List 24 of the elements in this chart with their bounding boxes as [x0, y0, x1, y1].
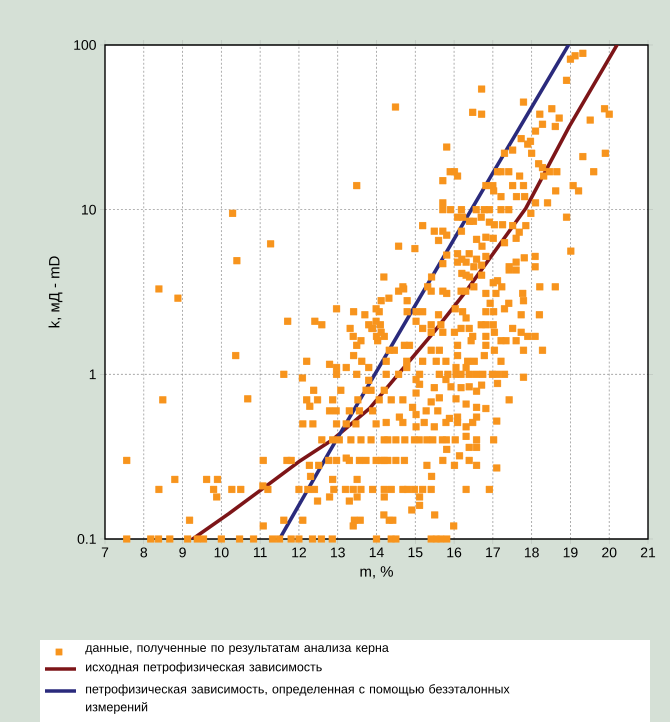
legend-label: исходная петрофизическая зависимость	[86, 662, 322, 674]
x-axis-title: m, %	[360, 566, 393, 579]
x-tick-label: 20	[602, 547, 616, 558]
x-tick-label: 21	[640, 547, 656, 558]
x-tick-label: 9	[179, 547, 186, 558]
legend-label: петрофизическая зависимость, определенная с помощью безэталонных измерений	[86, 684, 510, 714]
legend-label: данные, полученные по результатам анализа керна	[85, 645, 389, 654]
y-tick-label: 1	[90, 370, 96, 380]
x-tick-label: 15	[408, 548, 422, 558]
x-tick-label: 10	[214, 547, 229, 558]
y-tick-label: 0.1	[78, 534, 96, 544]
y-tick-label: 100	[74, 40, 96, 50]
x-tick-label: 19	[564, 547, 578, 558]
x-tick-label: 12	[292, 547, 306, 558]
x-tick-label: 17	[486, 548, 500, 558]
x-tick-label: 7	[102, 548, 108, 558]
x-tick-label: 8	[140, 547, 148, 558]
x-tick-label: 18	[524, 547, 539, 558]
x-tick-label: 11	[254, 548, 267, 558]
y-tick-label: 10	[82, 204, 96, 215]
x-tick-label: 16	[447, 547, 462, 558]
x-tick-label: 13	[331, 547, 345, 558]
x-tick-label: 14	[370, 548, 384, 558]
y-axis-title: k, мД - mD	[48, 256, 62, 328]
